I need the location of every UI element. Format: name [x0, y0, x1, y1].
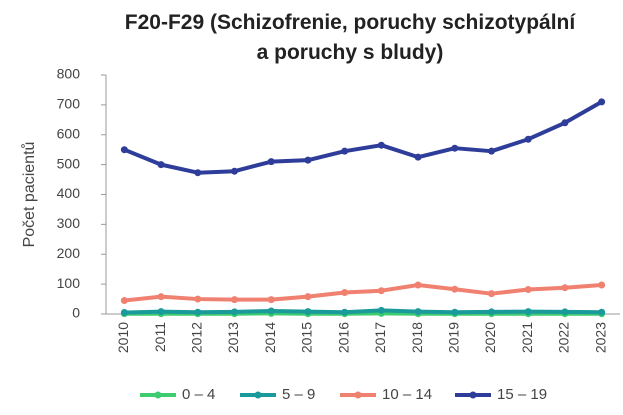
x-tick-label: 2014 [262, 322, 278, 353]
point [598, 98, 606, 106]
point [377, 141, 385, 149]
point [194, 308, 202, 316]
point [414, 153, 422, 161]
point [561, 284, 569, 292]
x-tick-label: 2013 [225, 322, 241, 353]
x-tick-label: 2021 [519, 322, 535, 353]
point [304, 293, 312, 301]
legend-label: 5 – 9 [282, 386, 315, 403]
y-tick-label: 300 [57, 215, 81, 231]
point [377, 287, 385, 295]
point [341, 288, 349, 296]
point [157, 308, 165, 316]
point [304, 156, 312, 164]
point [561, 119, 569, 127]
x-tick-label: 2010 [115, 322, 131, 353]
y-axis-label: Počet pacientů [20, 142, 38, 248]
point [524, 135, 532, 143]
point [194, 169, 202, 177]
point [120, 309, 128, 317]
y-tick-label: 400 [57, 185, 81, 201]
x-tick-label: 2020 [482, 322, 498, 353]
y-tick-label: 800 [57, 66, 81, 82]
point [304, 308, 312, 316]
x-tick-label: 2015 [299, 322, 315, 353]
point [524, 308, 532, 316]
point [488, 308, 495, 316]
y-tick-label: 700 [57, 96, 81, 112]
point [120, 146, 128, 154]
point [377, 306, 385, 314]
point [194, 295, 202, 303]
point [598, 281, 606, 289]
point [231, 167, 238, 175]
point [231, 296, 238, 304]
point [341, 147, 349, 155]
series-line [124, 308, 602, 315]
chart-title: F20-F29 (Schizofrenie, poruchy schizotyp… [124, 11, 576, 64]
point [267, 307, 275, 315]
x-tick-label: 2023 [592, 322, 608, 353]
y-tick-label: 0 [72, 305, 80, 321]
point [267, 296, 275, 304]
point [120, 297, 128, 305]
legend-label: 10 – 14 [382, 386, 432, 403]
point [488, 147, 495, 155]
point [157, 293, 165, 301]
point [157, 161, 165, 169]
y-tick-label: 600 [57, 125, 81, 141]
point [414, 281, 422, 289]
series-line [124, 283, 602, 303]
x-tick-label: 2019 [445, 322, 461, 353]
point [451, 308, 459, 316]
point [561, 308, 569, 316]
legend-marker [354, 391, 362, 399]
y-tick-label: 100 [57, 275, 81, 291]
x-tick-label: 2012 [188, 322, 204, 353]
point [451, 144, 459, 152]
x-tick-label: 2022 [556, 322, 572, 353]
y-tick-label: 200 [57, 245, 81, 261]
point [414, 308, 422, 316]
legend-label: 0 – 4 [182, 386, 215, 403]
point [451, 285, 459, 293]
x-tick-label: 2016 [335, 322, 351, 353]
x-tick-label: 2018 [409, 322, 425, 353]
x-tick-label: 2011 [152, 322, 168, 352]
point [488, 290, 495, 298]
point [524, 286, 532, 294]
point [341, 308, 349, 316]
point [598, 308, 606, 316]
y-tick-label: 500 [57, 155, 81, 171]
legend-marker [469, 391, 477, 399]
legend-label: 15 – 19 [497, 386, 547, 403]
legend-marker [254, 391, 262, 399]
point [267, 158, 275, 166]
series-line [123, 100, 603, 175]
x-tick-label: 2017 [372, 322, 388, 353]
point [231, 308, 238, 316]
legend-marker [154, 391, 162, 399]
